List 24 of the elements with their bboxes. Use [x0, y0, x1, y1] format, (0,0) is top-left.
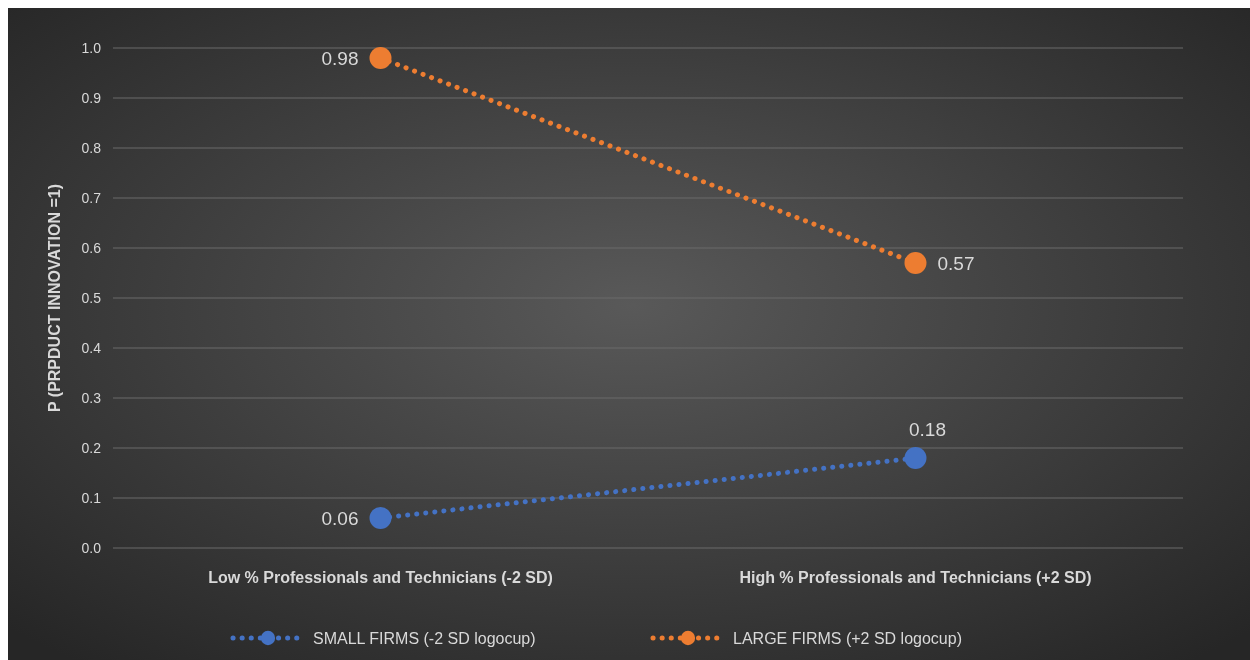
point [904, 447, 927, 469]
point [369, 507, 392, 529]
point [369, 47, 392, 69]
data-label: 0.06 [321, 508, 359, 529]
y-tick-label: 0.8 [81, 140, 102, 156]
x-tick-label: High % Professionals and Technicians (+2 SD) [739, 569, 1092, 586]
y-tick-label: 0.6 [81, 240, 102, 256]
legend-label: LARGE FIRMS (+2 SD logocup) [733, 630, 962, 647]
y-tick-label: 0.3 [81, 390, 102, 406]
legend-label: SMALL FIRMS (-2 SD logocup) [313, 630, 536, 647]
y-tick-label: 0.4 [81, 340, 102, 356]
data-label: 0.18 [909, 419, 946, 440]
y-tick-label: 0.7 [81, 190, 102, 206]
y-tick-label: 0.0 [81, 540, 102, 556]
y-tick-label: 1.0 [81, 40, 102, 56]
y-tick-label: 0.1 [81, 490, 102, 506]
y-tick-label: 0.9 [81, 90, 102, 106]
y-axis-title: P (PRPDUCT INNOVATION =1) [46, 183, 63, 413]
y-tick-label: 0.5 [81, 290, 102, 306]
data-label: 0.98 [321, 48, 359, 69]
y-tick-label: 0.2 [81, 440, 102, 456]
x-tick-label: Low % Professionals and Technicians (-2 SD) [208, 569, 553, 586]
point [904, 252, 927, 274]
data-label: 0.57 [937, 253, 975, 274]
